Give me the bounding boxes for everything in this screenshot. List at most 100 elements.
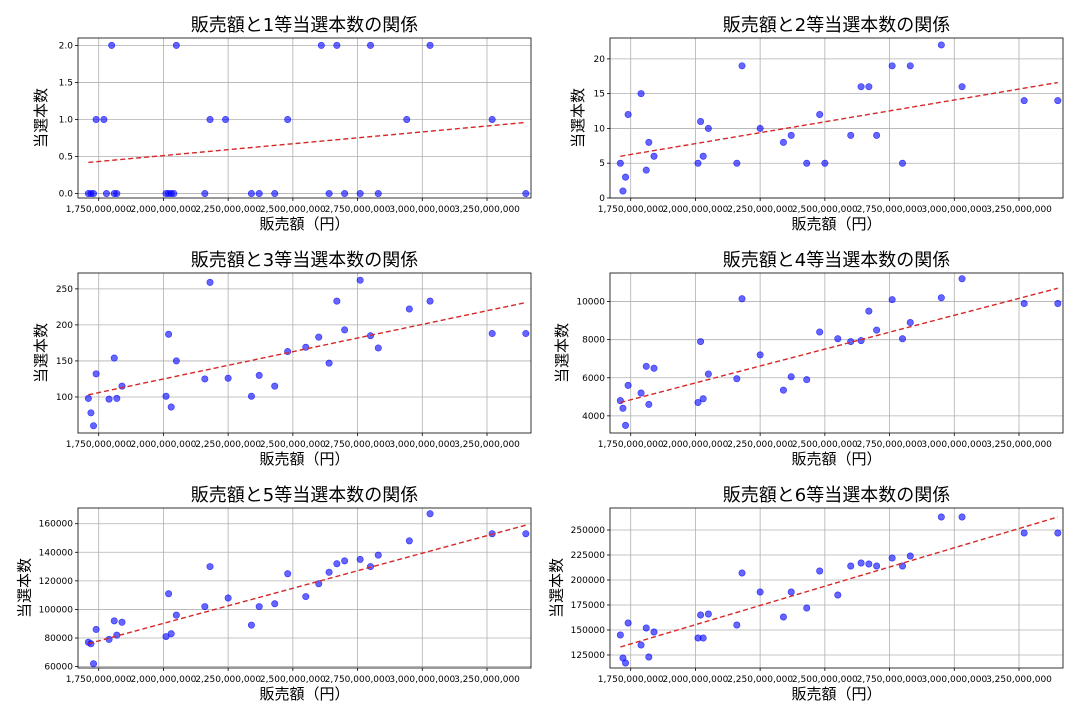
data-point — [787, 373, 795, 381]
y-tick-label: 2.0 — [59, 41, 74, 51]
x-tick-label: 2,500,000,000 — [260, 205, 326, 215]
data-point — [694, 159, 702, 167]
y-tick-label: 10 — [594, 124, 606, 134]
data-point — [1054, 299, 1062, 307]
data-point — [271, 600, 279, 608]
data-point — [172, 41, 180, 49]
data-point — [488, 115, 496, 123]
chart-panel-1: 1,750,000,0002,000,000,0002,250,000,0002… — [32, 15, 532, 233]
data-point — [333, 297, 341, 305]
data-point — [738, 569, 746, 577]
data-point — [937, 294, 945, 302]
y-tick-label: 200000 — [571, 576, 606, 586]
plot-frame — [609, 37, 1064, 199]
data-point — [816, 111, 824, 119]
data-point — [284, 570, 292, 578]
data-point — [110, 354, 118, 362]
data-point — [834, 591, 842, 599]
data-point — [224, 374, 232, 382]
data-point — [1054, 529, 1062, 537]
data-point — [624, 619, 632, 627]
y-tick-label: 4000 — [582, 412, 605, 422]
data-point — [847, 131, 855, 139]
y-tick-label: 8000 — [582, 336, 605, 346]
data-point — [333, 41, 341, 49]
data-point — [367, 41, 375, 49]
data-point — [247, 392, 255, 400]
data-point — [616, 397, 624, 405]
y-tick-label: 0.5 — [59, 153, 73, 163]
chart-panel-4: 1,750,000,0002,000,000,0002,250,000,0002… — [553, 250, 1064, 468]
data-point — [624, 111, 632, 119]
chart-panel-5: 1,750,000,0002,000,000,0002,250,000,0002… — [16, 485, 532, 703]
x-tick-label: 2,000,000,000 — [663, 675, 729, 685]
data-point — [374, 551, 382, 559]
x-tick-label: 2,250,000,000 — [727, 675, 793, 685]
data-point — [341, 326, 349, 334]
x-tick-label: 2,500,000,000 — [260, 675, 326, 685]
data-point — [172, 357, 180, 365]
data-point — [271, 190, 279, 198]
data-point — [733, 159, 741, 167]
data-point — [118, 618, 126, 626]
x-tick-label: 2,500,000,000 — [792, 205, 858, 215]
x-tick-label: 1,750,000,000 — [598, 205, 664, 215]
data-point — [645, 138, 653, 146]
data-point — [403, 115, 411, 123]
x-tick-label: 2,500,000,000 — [792, 675, 858, 685]
x-tick-label: 2,750,000,000 — [857, 440, 923, 450]
x-tick-label: 2,250,000,000 — [195, 440, 261, 450]
trend-line — [88, 121, 526, 164]
data-point — [522, 330, 530, 338]
data-point — [619, 404, 627, 412]
x-axis-label: 販売額（円） — [791, 450, 881, 468]
x-tick-label: 3,250,000,000 — [454, 440, 520, 450]
data-point — [405, 537, 413, 545]
data-point — [619, 187, 627, 195]
data-point — [90, 660, 98, 668]
data-point — [622, 659, 630, 667]
data-point — [873, 326, 881, 334]
trend-line — [620, 81, 1058, 157]
plot-frame — [609, 272, 1064, 434]
data-point — [650, 628, 658, 636]
data-point — [206, 563, 214, 571]
data-point — [165, 330, 173, 338]
data-point — [937, 513, 945, 521]
y-tick-label: 80000 — [44, 634, 73, 644]
data-point — [167, 403, 175, 411]
data-point — [426, 297, 434, 305]
data-point — [756, 124, 764, 132]
data-point — [642, 166, 650, 174]
data-point — [284, 115, 292, 123]
y-tick-label: 120000 — [39, 577, 74, 587]
data-point — [694, 399, 702, 407]
x-tick-label: 2,000,000,000 — [131, 440, 197, 450]
data-point — [201, 190, 209, 198]
data-point — [201, 603, 209, 611]
data-point — [341, 557, 349, 565]
data-point — [787, 131, 795, 139]
x-tick-label: 2,250,000,000 — [727, 205, 793, 215]
data-point — [255, 371, 263, 379]
data-point — [637, 90, 645, 98]
data-point — [341, 190, 349, 198]
x-tick-label: 3,250,000,000 — [986, 675, 1052, 685]
data-point — [857, 559, 865, 567]
x-tick-label: 3,000,000,000 — [921, 675, 987, 685]
data-point — [113, 394, 121, 402]
data-point — [756, 351, 764, 359]
y-tick-label: 10000 — [576, 298, 605, 308]
y-tick-label: 200 — [56, 321, 73, 331]
y-tick-label: 100000 — [39, 605, 74, 615]
data-point — [162, 392, 170, 400]
data-point — [899, 335, 907, 343]
data-point — [616, 159, 624, 167]
data-point — [426, 510, 434, 518]
x-tick-label: 2,750,000,000 — [325, 675, 391, 685]
x-tick-label: 2,000,000,000 — [131, 675, 197, 685]
x-tick-label: 1,750,000,000 — [66, 440, 132, 450]
data-point — [317, 41, 325, 49]
data-point — [84, 394, 92, 402]
